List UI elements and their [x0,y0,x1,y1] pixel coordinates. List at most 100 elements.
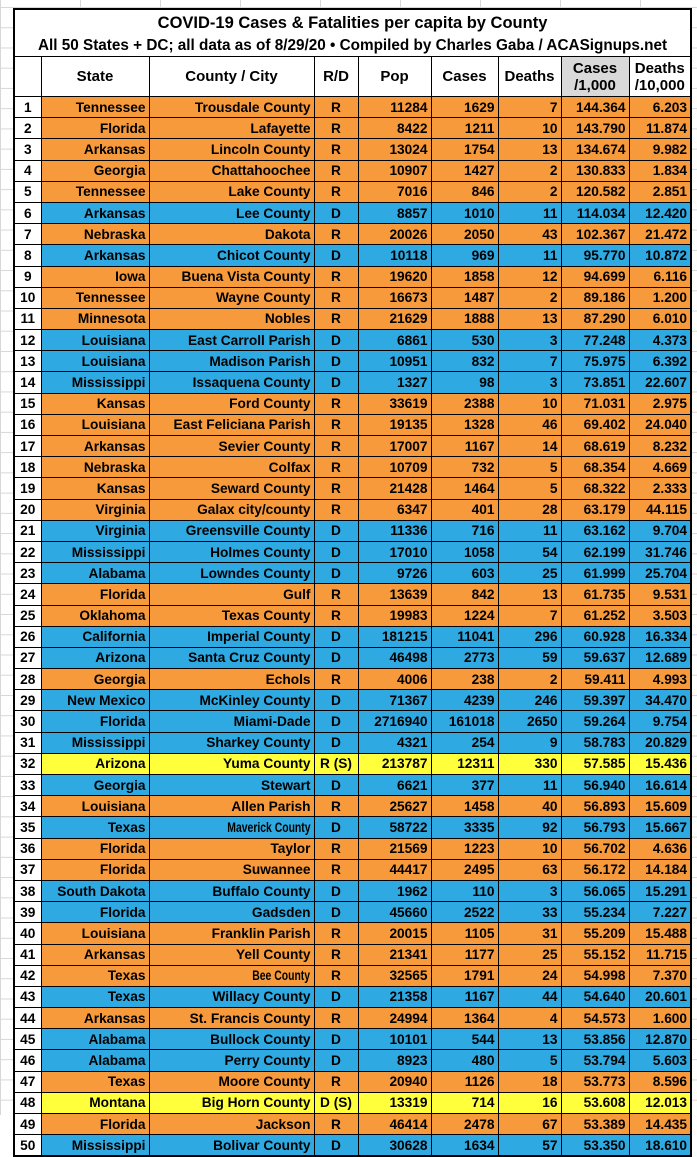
cases-per-1000-cell[interactable]: 54.998 [560,964,630,987]
state-cell[interactable]: Georgia [40,159,150,182]
cases-per-1000-cell[interactable]: 63.179 [560,498,630,521]
deaths-cell[interactable]: 3 [497,329,562,352]
rank-cell[interactable]: 35 [13,816,42,839]
cases-per-1000-cell[interactable]: 120.582 [560,180,630,203]
cases-per-1000-cell[interactable]: 60.928 [560,625,630,648]
rank-cell[interactable]: 9 [13,265,42,288]
county-cell[interactable]: Gulf [148,583,315,606]
deaths-per-10000-cell[interactable]: 25.704 [628,562,692,585]
pop-cell[interactable]: 20026 [357,223,432,246]
deaths-per-10000-cell[interactable]: 18.610 [628,1134,692,1157]
county-cell[interactable]: Galax city/county [148,498,315,521]
deaths-per-10000-cell[interactable]: 11.715 [628,943,692,966]
rank-cell[interactable]: 10 [13,286,42,309]
cases-per-1000-cell[interactable]: 53.608 [560,1091,630,1115]
header-deaths[interactable]: Deaths [497,56,562,97]
cases-cell[interactable]: 1167 [430,434,499,458]
cases-cell[interactable]: 161018 [430,710,499,733]
county-cell[interactable]: Buena Vista County [148,265,315,288]
state-cell[interactable]: Louisiana [40,329,150,352]
pop-cell[interactable]: 7016 [357,180,432,203]
cases-per-1000-cell[interactable]: 53.856 [560,1028,630,1051]
party-cell[interactable]: D [313,625,359,648]
deaths-cell[interactable]: 296 [497,625,562,648]
deaths-cell[interactable]: 10 [497,392,562,415]
cases-per-1000-cell[interactable]: 68.619 [560,434,630,458]
cases-cell[interactable]: 1629 [430,95,499,119]
rank-cell[interactable]: 18 [13,456,42,479]
deaths-cell[interactable]: 46 [497,413,562,437]
cases-cell[interactable]: 2388 [430,392,499,415]
cases-per-1000-cell[interactable]: 77.248 [560,329,630,352]
cases-per-1000-cell[interactable]: 59.637 [560,646,630,670]
state-cell[interactable]: Nebraska [40,456,150,479]
rank-cell[interactable]: 41 [13,943,42,966]
cases-per-1000-cell[interactable]: 56.172 [560,858,630,881]
deaths-cell[interactable]: 7 [497,350,562,373]
cases-per-1000-cell[interactable]: 61.252 [560,604,630,627]
pop-cell[interactable]: 17010 [357,540,432,564]
pop-cell[interactable]: 10951 [357,350,432,373]
deaths-per-10000-cell[interactable]: 9.531 [628,583,692,606]
cases-per-1000-cell[interactable]: 59.264 [560,710,630,733]
county-cell[interactable]: Issaquena County [148,371,315,394]
cases-cell[interactable]: 480 [430,1049,499,1072]
county-cell[interactable]: Imperial County [148,625,315,648]
state-cell[interactable]: Arkansas [40,138,150,161]
pop-cell[interactable]: 21358 [357,985,432,1009]
state-cell[interactable]: Louisiana [40,413,150,437]
party-cell[interactable]: R [313,138,359,161]
pop-cell[interactable]: 71367 [357,689,432,712]
county-cell[interactable]: Suwannee [148,858,315,881]
state-cell[interactable]: Arizona [40,646,150,670]
deaths-per-10000-cell[interactable]: 12.420 [628,201,692,225]
state-cell[interactable]: Alabama [40,1028,150,1051]
party-cell[interactable]: R [313,1112,359,1136]
county-cell[interactable]: Moore County [148,1070,315,1093]
party-cell[interactable]: R (S) [313,752,359,776]
deaths-cell[interactable]: 25 [497,943,562,966]
cases-per-1000-cell[interactable]: 144.364 [560,95,630,119]
deaths-per-10000-cell[interactable]: 7.370 [628,964,692,987]
pop-cell[interactable]: 213787 [357,752,432,776]
cases-per-1000-cell[interactable]: 75.975 [560,350,630,373]
state-cell[interactable]: Florida [40,901,150,924]
state-cell[interactable]: Mississippi [40,731,150,754]
pop-cell[interactable]: 44417 [357,858,432,881]
deaths-per-10000-cell[interactable]: 15.436 [628,752,692,776]
cases-per-1000-cell[interactable]: 55.234 [560,901,630,924]
state-cell[interactable]: Arkansas [40,244,150,267]
rank-cell[interactable]: 19 [13,477,42,500]
county-cell[interactable]: Maverick County [148,816,315,839]
cases-cell[interactable]: 1211 [430,117,499,140]
state-cell[interactable]: Louisiana [40,350,150,373]
cases-cell[interactable]: 2495 [430,858,499,881]
rank-cell[interactable]: 11 [13,307,42,331]
cases-cell[interactable]: 716 [430,519,499,542]
cases-cell[interactable]: 544 [430,1028,499,1051]
deaths-per-10000-cell[interactable]: 4.669 [628,456,692,479]
county-cell[interactable]: Perry County [148,1049,315,1072]
state-cell[interactable]: Florida [40,858,150,881]
deaths-per-10000-cell[interactable]: 5.603 [628,1049,692,1072]
deaths-cell[interactable]: 67 [497,1112,562,1136]
cases-cell[interactable]: 1177 [430,943,499,966]
state-cell[interactable]: Georgia [40,773,150,797]
county-cell[interactable]: St. Francis County [148,1007,315,1030]
pop-cell[interactable]: 4321 [357,731,432,754]
county-cell[interactable]: Stewart [148,773,315,797]
pop-cell[interactable]: 10101 [357,1028,432,1051]
state-cell[interactable]: Nebraska [40,223,150,246]
deaths-per-10000-cell[interactable]: 7.227 [628,901,692,924]
cases-cell[interactable]: 110 [430,879,499,903]
cases-cell[interactable]: 238 [430,668,499,691]
deaths-per-10000-cell[interactable]: 16.614 [628,773,692,797]
rank-cell[interactable]: 49 [13,1112,42,1136]
party-cell[interactable]: R [313,477,359,500]
deaths-cell[interactable]: 12 [497,265,562,288]
deaths-per-10000-cell[interactable]: 14.435 [628,1112,692,1136]
party-cell[interactable]: D [313,731,359,754]
cases-cell[interactable]: 254 [430,731,499,754]
deaths-cell[interactable]: 7 [497,95,562,119]
header-cases[interactable]: Cases [430,56,499,97]
